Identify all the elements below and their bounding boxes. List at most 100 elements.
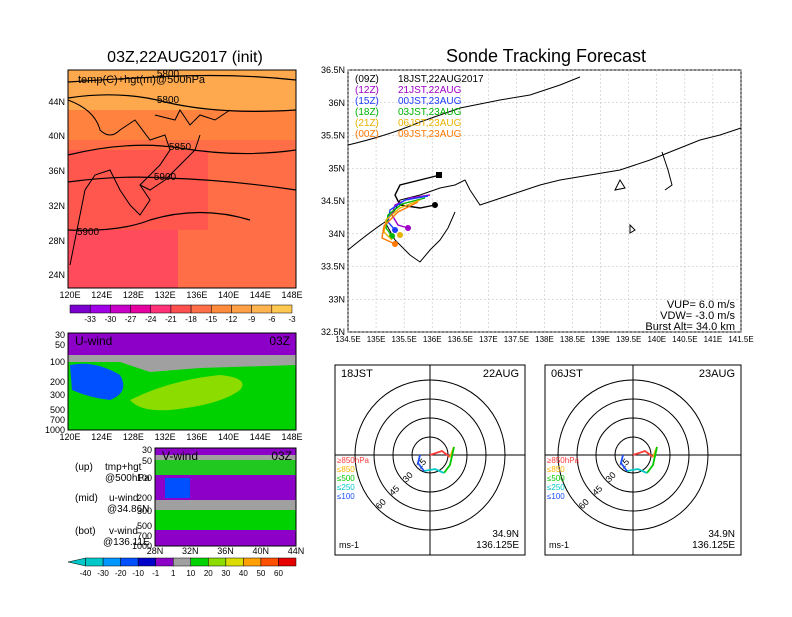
uwind-ytick-label: 30 <box>55 330 65 340</box>
map-xtick-label: 128E <box>123 290 144 300</box>
temp-map-label: temp(C)+hgt(m)@500hPa <box>78 74 206 86</box>
wind-colorbar-swatch <box>102 557 121 567</box>
track-end-point <box>392 241 398 247</box>
wind-colorbar-label: 40 <box>239 569 248 578</box>
hodograph-trace <box>429 449 451 458</box>
hodograph-unit: ms-1 <box>549 540 569 550</box>
track-xtick-label: 139E <box>591 335 610 344</box>
track-ytick-label: 33N <box>328 294 345 304</box>
wind-colorbar: -40 -30 -20 -10 -1 1 10 20 30 40 50 60 <box>67 557 297 578</box>
wind-colorbar-label: -30 <box>97 569 109 578</box>
hodograph-ring-label: 45 <box>387 483 401 497</box>
temp-colorbar: -33 -30 -27 -24 -21 -18 -15 -12 -9 -6 -3 <box>69 304 296 324</box>
wind-colorbar-label: 30 <box>221 569 230 578</box>
temp-map-panel: 5800 5800 5850 5900 5900 temp(C)+hgt(m)@500… <box>48 69 302 300</box>
track-legend-time: 06JST,23AUG <box>398 118 462 129</box>
track-xtick-label: 135E <box>367 335 386 344</box>
wind-colorbar-label: -20 <box>115 569 127 578</box>
hodograph-ring-label: 45 <box>590 483 604 497</box>
temp-colorbar-label: -6 <box>268 315 276 324</box>
hodograph-level-label: ≤500 <box>547 474 565 483</box>
wind-colorbar-swatch <box>260 557 279 567</box>
map-xtick-label: 144E <box>250 290 271 300</box>
map-xtick-label: 148E <box>281 290 302 300</box>
hodograph-trace <box>443 446 455 474</box>
temp-colorbar-label: -3 <box>288 315 296 324</box>
temp-colorbar-swatch <box>190 304 212 314</box>
vwind-ytick-label: 300 <box>137 506 152 516</box>
track-line <box>383 199 421 241</box>
uwind-ytick-label: 200 <box>50 377 65 387</box>
note-mid-value: u-wind <box>109 493 138 504</box>
track-xtick-label: 135.5E <box>391 335 416 344</box>
temp-colorbar-swatch <box>251 304 273 314</box>
temp-colorbar-swatch <box>130 304 151 314</box>
hodograph-trace <box>423 468 445 474</box>
contour-label-top: 5800 <box>157 69 180 80</box>
hodograph-level-label: ≤100 <box>337 492 355 501</box>
temp-colorbar-swatch <box>211 304 232 314</box>
wind-colorbar-swatch <box>120 557 139 567</box>
note-mid-level: @34.86N <box>107 504 149 515</box>
contour-label: 5800 <box>157 95 180 106</box>
wind-colorbar-label: 10 <box>186 569 195 578</box>
hodograph-trace <box>626 468 648 474</box>
vwind-label: V-wind <box>162 449 198 463</box>
uwind-label: U-wind <box>75 334 112 348</box>
wind-colorbar-swatch <box>225 557 244 567</box>
vdw-text: VDW= -3.0 m/s <box>660 310 735 322</box>
hodograph-level-label: ≤850 <box>337 465 355 474</box>
main-title: Sonde Tracking Forecast <box>446 46 646 66</box>
wind-colorbar-label: 1 <box>171 569 176 578</box>
map-ytick-label: 40N <box>48 131 65 141</box>
contour-label: 5900 <box>77 227 100 238</box>
hodograph-trace <box>620 454 628 472</box>
vwind-ytick-label: 50 <box>142 456 152 466</box>
temp-colorbar-label: -33 <box>84 315 96 324</box>
vup-text: VUP= 6.0 m/s <box>667 299 736 311</box>
track-xtick-label: 136.5E <box>448 335 473 344</box>
track-xtick-label: 137E <box>479 335 498 344</box>
vwind-xtick-label: 44N <box>288 546 305 556</box>
note-bot-level: @136.11E <box>103 537 150 548</box>
vwind-ytick-label: 1000 <box>132 541 152 551</box>
temp-colorbar-label: -9 <box>248 315 256 324</box>
track-legend-time: 00JST,23AUG <box>398 96 462 107</box>
map-ytick-label: 24N <box>48 270 65 280</box>
track-legend-run: (12Z) <box>355 85 379 96</box>
wind-colorbar-swatch <box>243 557 262 567</box>
uwind-ytick-label: 300 <box>50 390 65 400</box>
map-xtick-label: 136E <box>186 290 207 300</box>
uwind-xtick-label: 124E <box>91 432 112 442</box>
hodograph-lat: 34.9N <box>708 529 735 540</box>
note-mid-label: (mid) <box>75 493 98 504</box>
hodograph-level-label: ≥850hPa <box>337 456 370 465</box>
track-xtick-label: 141.5E <box>728 335 753 344</box>
track-ytick-label: 35N <box>328 163 345 173</box>
track-legend-run: (09Z) <box>355 74 379 85</box>
hodograph-lon: 136.125E <box>476 540 519 551</box>
track-xtick-label: 136E <box>423 335 442 344</box>
hodograph-ring-label: 15 <box>617 457 631 471</box>
temp-colorbar-label: -18 <box>185 315 197 324</box>
track-ytick-label: 34N <box>328 229 345 239</box>
wind-colorbar-label: -1 <box>152 569 160 578</box>
track-ytick-label: 35.5N <box>321 131 345 141</box>
temp-colorbar-swatch <box>150 304 172 314</box>
temp-colorbar-label: -30 <box>105 315 117 324</box>
wind-colorbar-label: -40 <box>80 569 92 578</box>
left-title: 03Z,22AUG2017 (init) <box>107 49 263 66</box>
hodograph-trace <box>646 446 658 474</box>
wind-colorbar-label: 60 <box>274 569 283 578</box>
map-ytick-label: 36N <box>48 166 65 176</box>
hodograph-ring-label: 15 <box>414 457 428 471</box>
vwind-xtick-label: 36N <box>217 546 234 556</box>
hodograph-time: 18JST <box>341 368 373 380</box>
track-xtick-label: 140E <box>647 335 666 344</box>
map-ytick-label: 28N <box>48 236 65 246</box>
map-ytick-label: 32N <box>48 201 65 211</box>
note-up-level: @500hPa <box>105 473 150 484</box>
